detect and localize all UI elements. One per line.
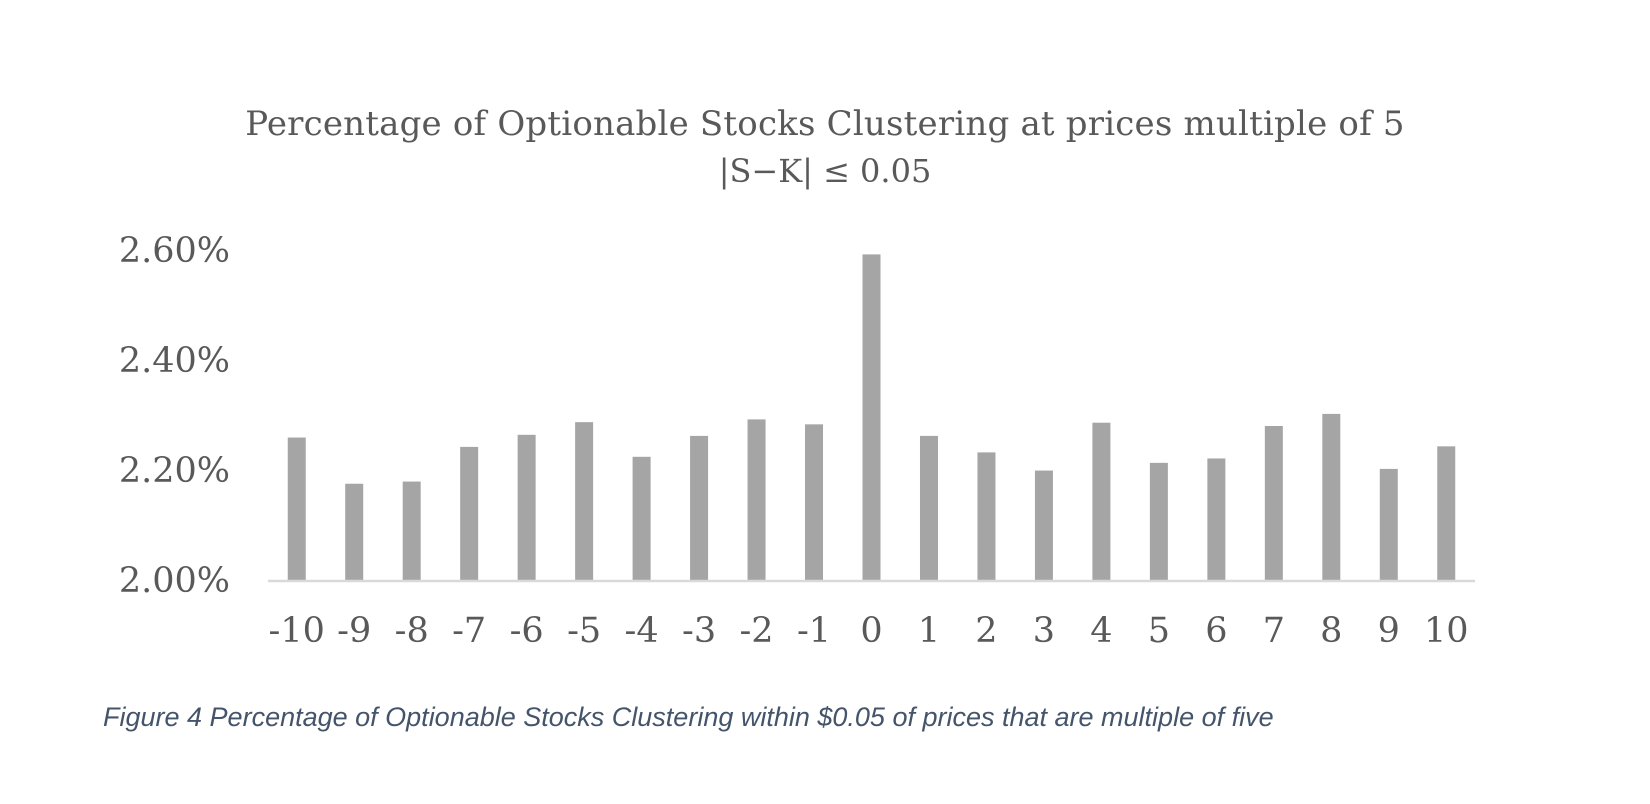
bar-2	[977, 452, 996, 580]
x-tick-label: 1	[918, 611, 940, 651]
x-tick-label: 0	[860, 611, 882, 651]
y-tick-label: 2.20%	[119, 451, 230, 491]
chart-title: Percentage of Optionable Stocks Clusteri…	[245, 104, 1405, 144]
x-tick-label: -4	[625, 611, 659, 651]
bar-4	[1092, 422, 1111, 580]
x-tick-label: 7	[1263, 611, 1285, 651]
x-tick-label: 8	[1320, 611, 1342, 651]
x-tick-label: -8	[395, 611, 429, 651]
bar-0	[862, 254, 881, 580]
y-tick-label: 2.00%	[119, 561, 230, 601]
bar-7	[1264, 426, 1283, 580]
bar--2	[747, 419, 766, 580]
y-tick-label: 2.60%	[119, 231, 230, 271]
x-tick-label: -7	[452, 611, 486, 651]
bar--5	[575, 422, 594, 580]
bar--4	[632, 456, 651, 580]
x-tick-label: -6	[510, 611, 544, 651]
bar-10	[1437, 446, 1456, 580]
chart-subtitle: |S−K| ≤ 0.05	[718, 152, 932, 190]
x-tick-label: -1	[797, 611, 831, 651]
bar-5	[1149, 462, 1168, 580]
bar--9	[345, 483, 364, 580]
x-tick-label: -3	[682, 611, 716, 651]
bar--7	[460, 446, 479, 580]
x-tick-label: -5	[567, 611, 601, 651]
x-tick-label: 3	[1033, 611, 1055, 651]
x-tick-label: 4	[1090, 611, 1112, 651]
x-tick-label: 5	[1148, 611, 1170, 651]
x-tick-label: 10	[1424, 611, 1469, 651]
bar-8	[1322, 413, 1341, 580]
bar--10	[287, 437, 306, 580]
bar--8	[402, 481, 421, 580]
x-tick-label: -10	[269, 611, 325, 651]
x-tick-label: -9	[337, 611, 371, 651]
bar--3	[690, 435, 709, 580]
x-tick-label: -2	[739, 611, 773, 651]
bar-3	[1034, 470, 1053, 580]
figure-caption: Figure 4 Percentage of Optionable Stocks…	[103, 702, 1274, 732]
bar-6	[1207, 458, 1226, 580]
bar-9	[1379, 468, 1398, 580]
x-tick-label: 9	[1378, 611, 1400, 651]
bar-1	[919, 435, 938, 580]
bar--1	[805, 424, 824, 580]
y-tick-label: 2.40%	[119, 341, 230, 381]
x-tick-label: 6	[1205, 611, 1227, 651]
x-tick-label: 2	[975, 611, 997, 651]
bar--6	[517, 434, 536, 580]
